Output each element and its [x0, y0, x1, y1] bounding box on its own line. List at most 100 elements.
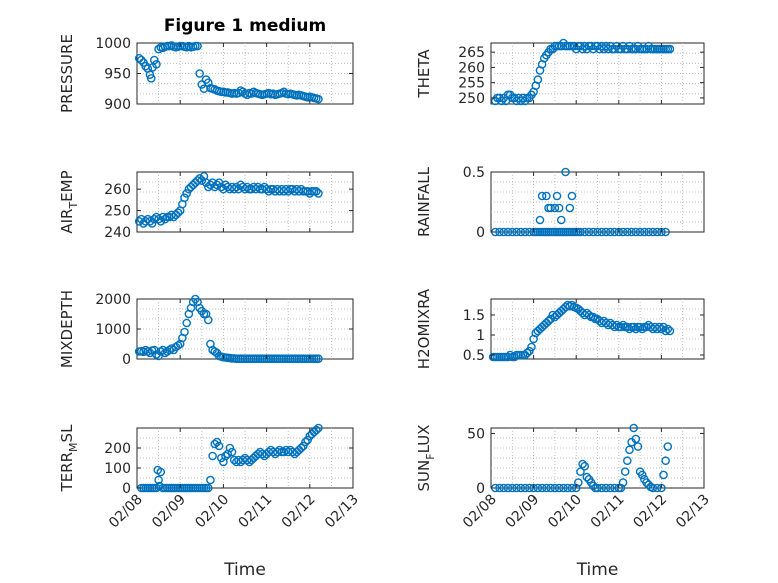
data-point: [546, 483, 555, 493]
data-point: [631, 324, 641, 334]
data-point: [580, 461, 590, 471]
y-tick-label: 50: [467, 426, 485, 442]
grid-terr_msl: [137, 428, 353, 488]
data-point: [635, 322, 645, 332]
data-point: [554, 483, 564, 493]
data-point: [156, 347, 166, 356]
data-point: [169, 212, 179, 222]
series-sun_flux: [490, 423, 673, 493]
data-point: [203, 483, 213, 493]
x-axis-label-sun_flux: Time: [576, 560, 619, 580]
data-point: [303, 186, 312, 196]
data-point: [275, 445, 284, 455]
x-tick-label: 02/10: [192, 492, 232, 532]
data-point: [620, 467, 630, 476]
data-point: [221, 451, 230, 461]
data-point: [640, 227, 649, 237]
data-point: [652, 483, 662, 493]
y-tick-label: 0: [476, 481, 485, 497]
data-point: [242, 182, 252, 192]
y-tick-label: 1000: [95, 36, 131, 52]
data-point: [247, 89, 256, 98]
data-point: [610, 227, 619, 237]
data-point: [637, 470, 647, 480]
data-point: [311, 425, 321, 435]
series-h2omixra: [488, 300, 675, 362]
data-point: [629, 423, 639, 433]
data-point: [273, 447, 282, 457]
data-point: [574, 478, 583, 487]
data-point: [212, 180, 222, 190]
data-point: [311, 186, 321, 196]
data-point: [499, 227, 509, 237]
figure-title: Figure 1 medium: [164, 16, 326, 36]
data-point: [522, 348, 532, 358]
data-point: [593, 227, 602, 237]
data-point: [578, 459, 587, 469]
data-point: [145, 216, 155, 226]
data-point: [171, 210, 181, 220]
data-point: [625, 445, 634, 455]
data-point: [158, 212, 168, 222]
data-point: [210, 347, 220, 356]
data-point: [525, 483, 534, 493]
data-point: [644, 227, 653, 237]
y-axis-label-rainfall: RAINFALL: [415, 166, 433, 237]
data-point: [206, 180, 215, 190]
data-point: [180, 327, 189, 337]
y-tick-label: 1000: [95, 322, 131, 338]
grid-pressure: [137, 43, 353, 104]
data-point: [160, 214, 170, 224]
data-point: [588, 227, 598, 237]
data-point: [264, 186, 274, 196]
data-point: [665, 326, 675, 336]
data-point: [576, 227, 585, 237]
data-point: [184, 184, 194, 194]
y-tick-label: 250: [458, 91, 485, 107]
data-point: [214, 441, 224, 451]
x-tick-label: 02/10: [545, 492, 585, 532]
y-tick-label: 0.5: [463, 348, 485, 364]
data-point: [134, 216, 144, 226]
subplot-h2omixra: 0.5 1 1.5 H2OMIXRA: [415, 288, 705, 369]
data-point: [623, 456, 632, 466]
y-tick-label: 900: [104, 97, 131, 113]
data-point: [561, 167, 570, 177]
data-point: [137, 55, 146, 65]
series-theta: [490, 38, 675, 106]
data-point: [525, 227, 534, 237]
data-point: [234, 184, 243, 194]
subplot-rainfall: 0 0.5 RAINFALL: [415, 165, 705, 241]
x-tick-label: 02/12: [279, 492, 319, 532]
y-axis-label-terr_msl: TERRMSL: [58, 424, 80, 493]
data-point: [588, 481, 598, 491]
data-point: [208, 451, 217, 461]
data-point: [516, 227, 526, 237]
y-axis-label-air_temp: AIRTEMP: [58, 170, 80, 233]
data-point: [663, 442, 673, 451]
data-point: [588, 312, 598, 322]
data-point: [193, 41, 202, 51]
data-point: [203, 315, 213, 325]
data-point: [173, 341, 183, 350]
data-point: [208, 178, 217, 188]
data-point: [567, 483, 577, 493]
data-point: [281, 184, 291, 194]
data-point: [495, 227, 504, 237]
data-point: [149, 55, 159, 65]
data-point: [601, 227, 611, 237]
x-tick-label: 02/12: [630, 492, 670, 532]
data-point: [580, 227, 590, 237]
series-rainfall: [490, 167, 670, 237]
data-point: [546, 203, 555, 213]
y-tick-label: 265: [458, 45, 485, 61]
data-point: [597, 227, 607, 237]
data-point: [197, 176, 207, 185]
data-point: [623, 227, 632, 237]
data-point: [554, 203, 564, 213]
subplot-sun_flux: 0 50 02/08 02/09 02/10 02/11 02/12 02/13 SUNFLUX…: [415, 423, 713, 580]
data-point: [661, 456, 670, 466]
x-axis-label-terr_msl: Time: [223, 560, 266, 580]
data-point: [253, 182, 263, 192]
data-point: [173, 208, 183, 218]
